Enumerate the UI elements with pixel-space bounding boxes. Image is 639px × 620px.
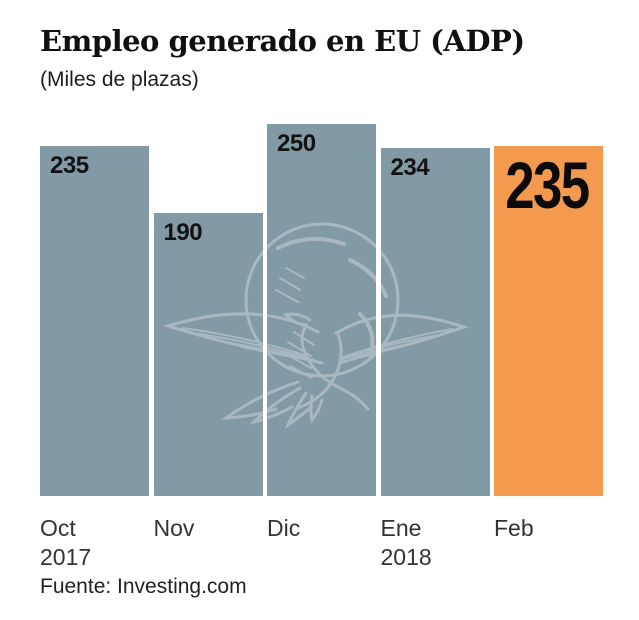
bar-value-label: 190 (163, 218, 203, 246)
x-axis-labels: Oct 2017 Nov Dic Ene 2018 Feb (40, 514, 603, 573)
x-axis-label: Oct 2017 (40, 514, 149, 573)
x-axis-label-month: Ene (380, 514, 422, 541)
source-note: Fuente: Investing.com (40, 574, 247, 598)
x-axis-label-year: 2018 (380, 544, 432, 571)
chart-subtitle: (Miles de plazas) (40, 67, 199, 91)
bar: 250 (267, 123, 376, 496)
bar-value-label: 250 (277, 129, 316, 157)
x-axis-label: Nov (154, 514, 263, 573)
bar-value-label: 235 (505, 147, 590, 222)
x-axis-label-year: 2017 (40, 544, 92, 571)
bar-chart-plot: 235 190 250 234 235 (40, 112, 603, 496)
bar-chart: 235 190 250 234 235 (40, 112, 603, 570)
x-axis-label: Ene 2018 (381, 514, 490, 573)
x-axis-label-month: Dic (267, 514, 301, 541)
x-axis-label-month: Feb (494, 514, 534, 541)
x-axis-label-month: Nov (153, 514, 195, 541)
bar-value-label: 234 (390, 153, 430, 181)
bar-highlighted: 235 (494, 145, 603, 496)
chart-title: Empleo generado en EU (ADP) (40, 24, 525, 58)
x-axis-label-month: Oct (40, 514, 76, 541)
bar: 235 (40, 145, 149, 496)
bar-value-label: 235 (50, 151, 89, 179)
x-axis-label: Feb (494, 514, 603, 573)
x-axis-label: Dic (267, 514, 376, 573)
bar: 234 (380, 147, 490, 496)
bar: 190 (153, 212, 263, 496)
